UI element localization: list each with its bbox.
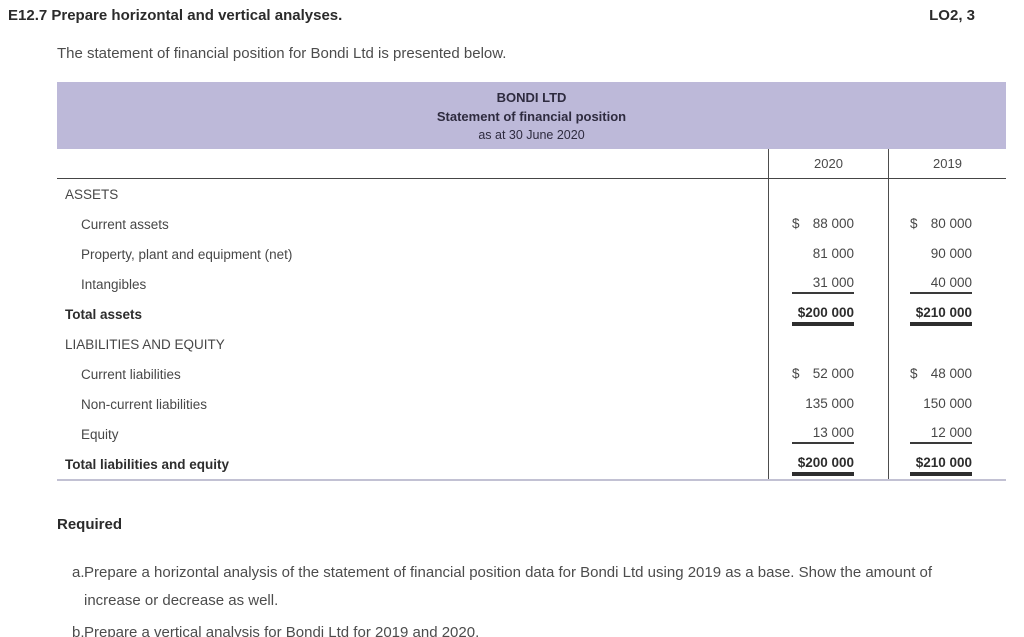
company-name: BONDI LTD bbox=[496, 89, 567, 105]
table-row: Non-current liabilities 135 000 150 000 bbox=[57, 389, 1006, 419]
row-label: Equity bbox=[81, 426, 119, 442]
amount-2020: $52 000 bbox=[792, 366, 854, 383]
col-2019: 12 000 bbox=[888, 419, 1006, 449]
item-text: Prepare a vertical analysis for Bondi Lt… bbox=[84, 624, 480, 637]
required-item-b: b. Prepare a vertical analysis for Bondi… bbox=[72, 619, 954, 637]
amount-value: 80 000 bbox=[930, 215, 972, 231]
required-item-a: a. Prepare a horizontal analysis of the … bbox=[72, 559, 954, 615]
amount-2020: 135 000 bbox=[805, 395, 854, 411]
item-text: Prepare a horizontal analysis of the sta… bbox=[84, 564, 933, 609]
row-label: Total assets bbox=[65, 306, 143, 322]
amount-2020: 31 000 bbox=[792, 275, 854, 294]
row-label: Current assets bbox=[81, 216, 169, 232]
table-row: LIABILITIES AND EQUITY bbox=[57, 329, 1006, 359]
column-header-row: 2020 2019 bbox=[57, 149, 1006, 179]
required-items: a. Prepare a horizontal analysis of the … bbox=[57, 559, 1024, 637]
col-2020: 13 000 bbox=[768, 419, 888, 449]
table-row: Property, plant and equipment (net) 81 00… bbox=[57, 239, 1006, 269]
row-label: Intangibles bbox=[81, 276, 147, 292]
col-2019: $48 000 bbox=[888, 359, 1006, 389]
amount-2020: $200 000 bbox=[792, 305, 854, 326]
table-row: Total liabilities and equity $200 000 $210… bbox=[57, 449, 1006, 479]
row-label: Total liabilities and equity bbox=[65, 456, 230, 472]
col-2020: $52 000 bbox=[768, 359, 888, 389]
statement-title: Statement of financial position bbox=[436, 108, 627, 124]
intro-paragraph: The statement of financial position for … bbox=[57, 45, 507, 62]
statement-header-banner: BONDI LTD Statement of financial positio… bbox=[57, 82, 1006, 149]
amount-2019: $210 000 bbox=[910, 305, 972, 326]
col-2019: $210 000 bbox=[888, 449, 1006, 479]
row-label: Property, plant and equipment (net) bbox=[81, 246, 293, 262]
table-row: Equity 13 000 12 000 bbox=[57, 419, 1006, 449]
amount-2019: $48 000 bbox=[910, 366, 972, 383]
col-2020: $200 000 bbox=[768, 299, 888, 329]
col-2020 bbox=[768, 329, 888, 359]
col-2020: 135 000 bbox=[768, 389, 888, 419]
table-row: ASSETS bbox=[57, 179, 1006, 209]
dollar-sign: $ bbox=[910, 365, 918, 381]
financial-statement-table: BONDI LTD Statement of financial positio… bbox=[57, 82, 1006, 481]
amount-2019: $80 000 bbox=[910, 216, 972, 233]
row-label: Non-current liabilities bbox=[81, 396, 208, 412]
col-2019 bbox=[888, 179, 1006, 209]
amount-2020: $200 000 bbox=[792, 455, 854, 476]
amount-2020: 81 000 bbox=[812, 245, 854, 261]
amount-2020: 13 000 bbox=[792, 425, 854, 444]
amount-2019: 150 000 bbox=[923, 395, 972, 411]
amount-2019: 90 000 bbox=[930, 245, 972, 261]
amount-value: 52 000 bbox=[812, 365, 854, 381]
statement-body: ASSETS Current assets $88 000 $80 000 Proper… bbox=[57, 179, 1006, 479]
row-label: LIABILITIES AND EQUITY bbox=[65, 336, 225, 352]
statement-date: as at 30 June 2020 bbox=[478, 127, 585, 142]
table-row: Total assets $200 000 $210 000 bbox=[57, 299, 1006, 329]
amount-2019: 12 000 bbox=[910, 425, 972, 444]
col-2020: 81 000 bbox=[768, 239, 888, 269]
col-2019: 150 000 bbox=[888, 389, 1006, 419]
exercise-title: E12.7 Prepare horizontal and vertical an… bbox=[8, 7, 343, 24]
col-2019: 90 000 bbox=[888, 239, 1006, 269]
item-marker: a. bbox=[72, 564, 85, 581]
col-2019: $210 000 bbox=[888, 299, 1006, 329]
table-row: Current assets $88 000 $80 000 bbox=[57, 209, 1006, 239]
amount-2019: 40 000 bbox=[910, 275, 972, 294]
exercise-header: E12.7 Prepare horizontal and vertical an… bbox=[0, 0, 1024, 24]
amount-value: 48 000 bbox=[930, 365, 972, 381]
column-header-2019: 2019 bbox=[888, 149, 1006, 178]
row-label: Current liabilities bbox=[81, 366, 181, 382]
col-2020: 31 000 bbox=[768, 269, 888, 299]
required-section: Required a. Prepare a horizontal analysi… bbox=[57, 516, 1024, 637]
dollar-sign: $ bbox=[910, 215, 918, 231]
item-marker: b. bbox=[72, 624, 85, 637]
dollar-sign: $ bbox=[792, 215, 800, 231]
col-2020 bbox=[768, 179, 888, 209]
row-label: ASSETS bbox=[65, 186, 119, 202]
col-2020: $88 000 bbox=[768, 209, 888, 239]
required-heading: Required bbox=[57, 516, 123, 533]
col-2020: $200 000 bbox=[768, 449, 888, 479]
dollar-sign: $ bbox=[792, 365, 800, 381]
amount-2019: $210 000 bbox=[910, 455, 972, 476]
col-2019: 40 000 bbox=[888, 269, 1006, 299]
column-header-spacer bbox=[57, 149, 768, 178]
amount-value: 88 000 bbox=[812, 215, 854, 231]
learning-objective-tag: LO2, 3 bbox=[929, 7, 975, 24]
amount-2020: $88 000 bbox=[792, 216, 854, 233]
col-2019 bbox=[888, 329, 1006, 359]
table-row: Current liabilities $52 000 $48 000 bbox=[57, 359, 1006, 389]
column-header-2020: 2020 bbox=[768, 149, 888, 178]
table-row: Intangibles 31 000 40 000 bbox=[57, 269, 1006, 299]
col-2019: $80 000 bbox=[888, 209, 1006, 239]
